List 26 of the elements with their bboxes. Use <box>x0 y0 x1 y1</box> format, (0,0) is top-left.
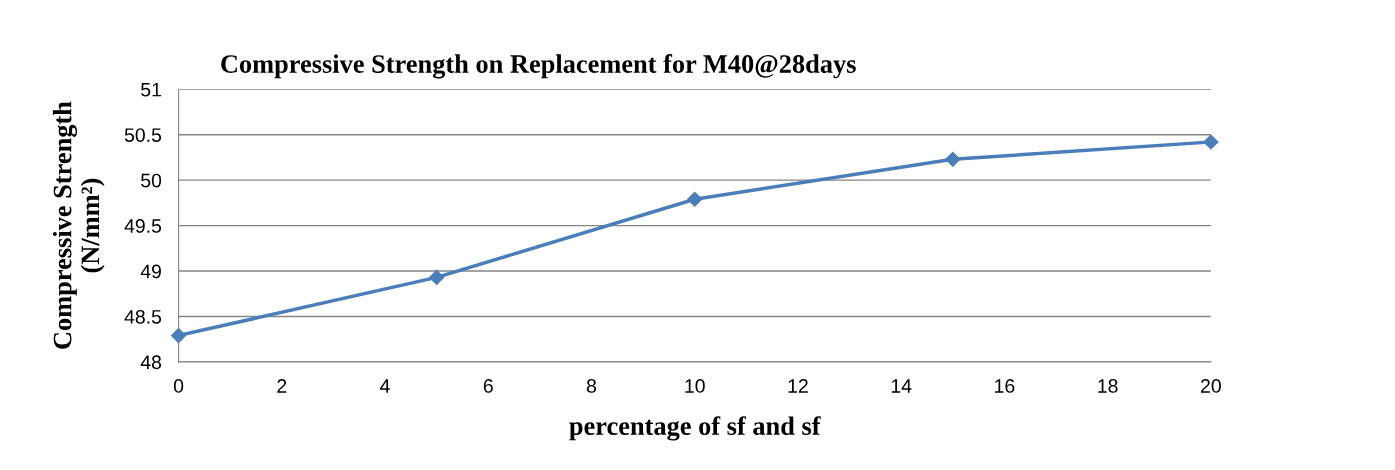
y-tick-label: 51 <box>141 82 161 97</box>
point <box>1203 134 1219 150</box>
point <box>429 269 445 285</box>
point <box>687 191 703 207</box>
y-tick-label: 50 <box>141 173 162 188</box>
x-tick-label: 8 <box>586 379 597 393</box>
chart-title: Compressive Strength on Replacement for M40@28days <box>221 54 856 79</box>
x-tick-label: 20 <box>1201 379 1221 393</box>
point <box>945 151 961 167</box>
x-tick-label: 6 <box>483 379 493 393</box>
x-tick-label: 0 <box>173 379 184 393</box>
x-tick-label: 4 <box>380 379 390 393</box>
y-tick-label: 49 <box>140 264 161 279</box>
x-tick-label: 12 <box>788 379 808 393</box>
y-tick-label: 48.5 <box>124 309 162 324</box>
x-tick-label: 10 <box>685 379 705 393</box>
y-tick-label: 49.5 <box>124 219 162 233</box>
x-tick-label: 16 <box>995 379 1015 393</box>
point <box>170 327 187 344</box>
x-tick-label: 2 <box>277 379 287 393</box>
x-tick-label: 18 <box>1098 379 1118 393</box>
y-tick-label: 50.5 <box>124 128 162 142</box>
y-axis-title: Compressive Strength (N/mm²) <box>52 101 105 349</box>
x-axis-title: percentage of sf and sf <box>569 416 821 441</box>
x-tick-label: 14 <box>891 379 912 393</box>
y-tick-label: 48 <box>140 355 162 370</box>
